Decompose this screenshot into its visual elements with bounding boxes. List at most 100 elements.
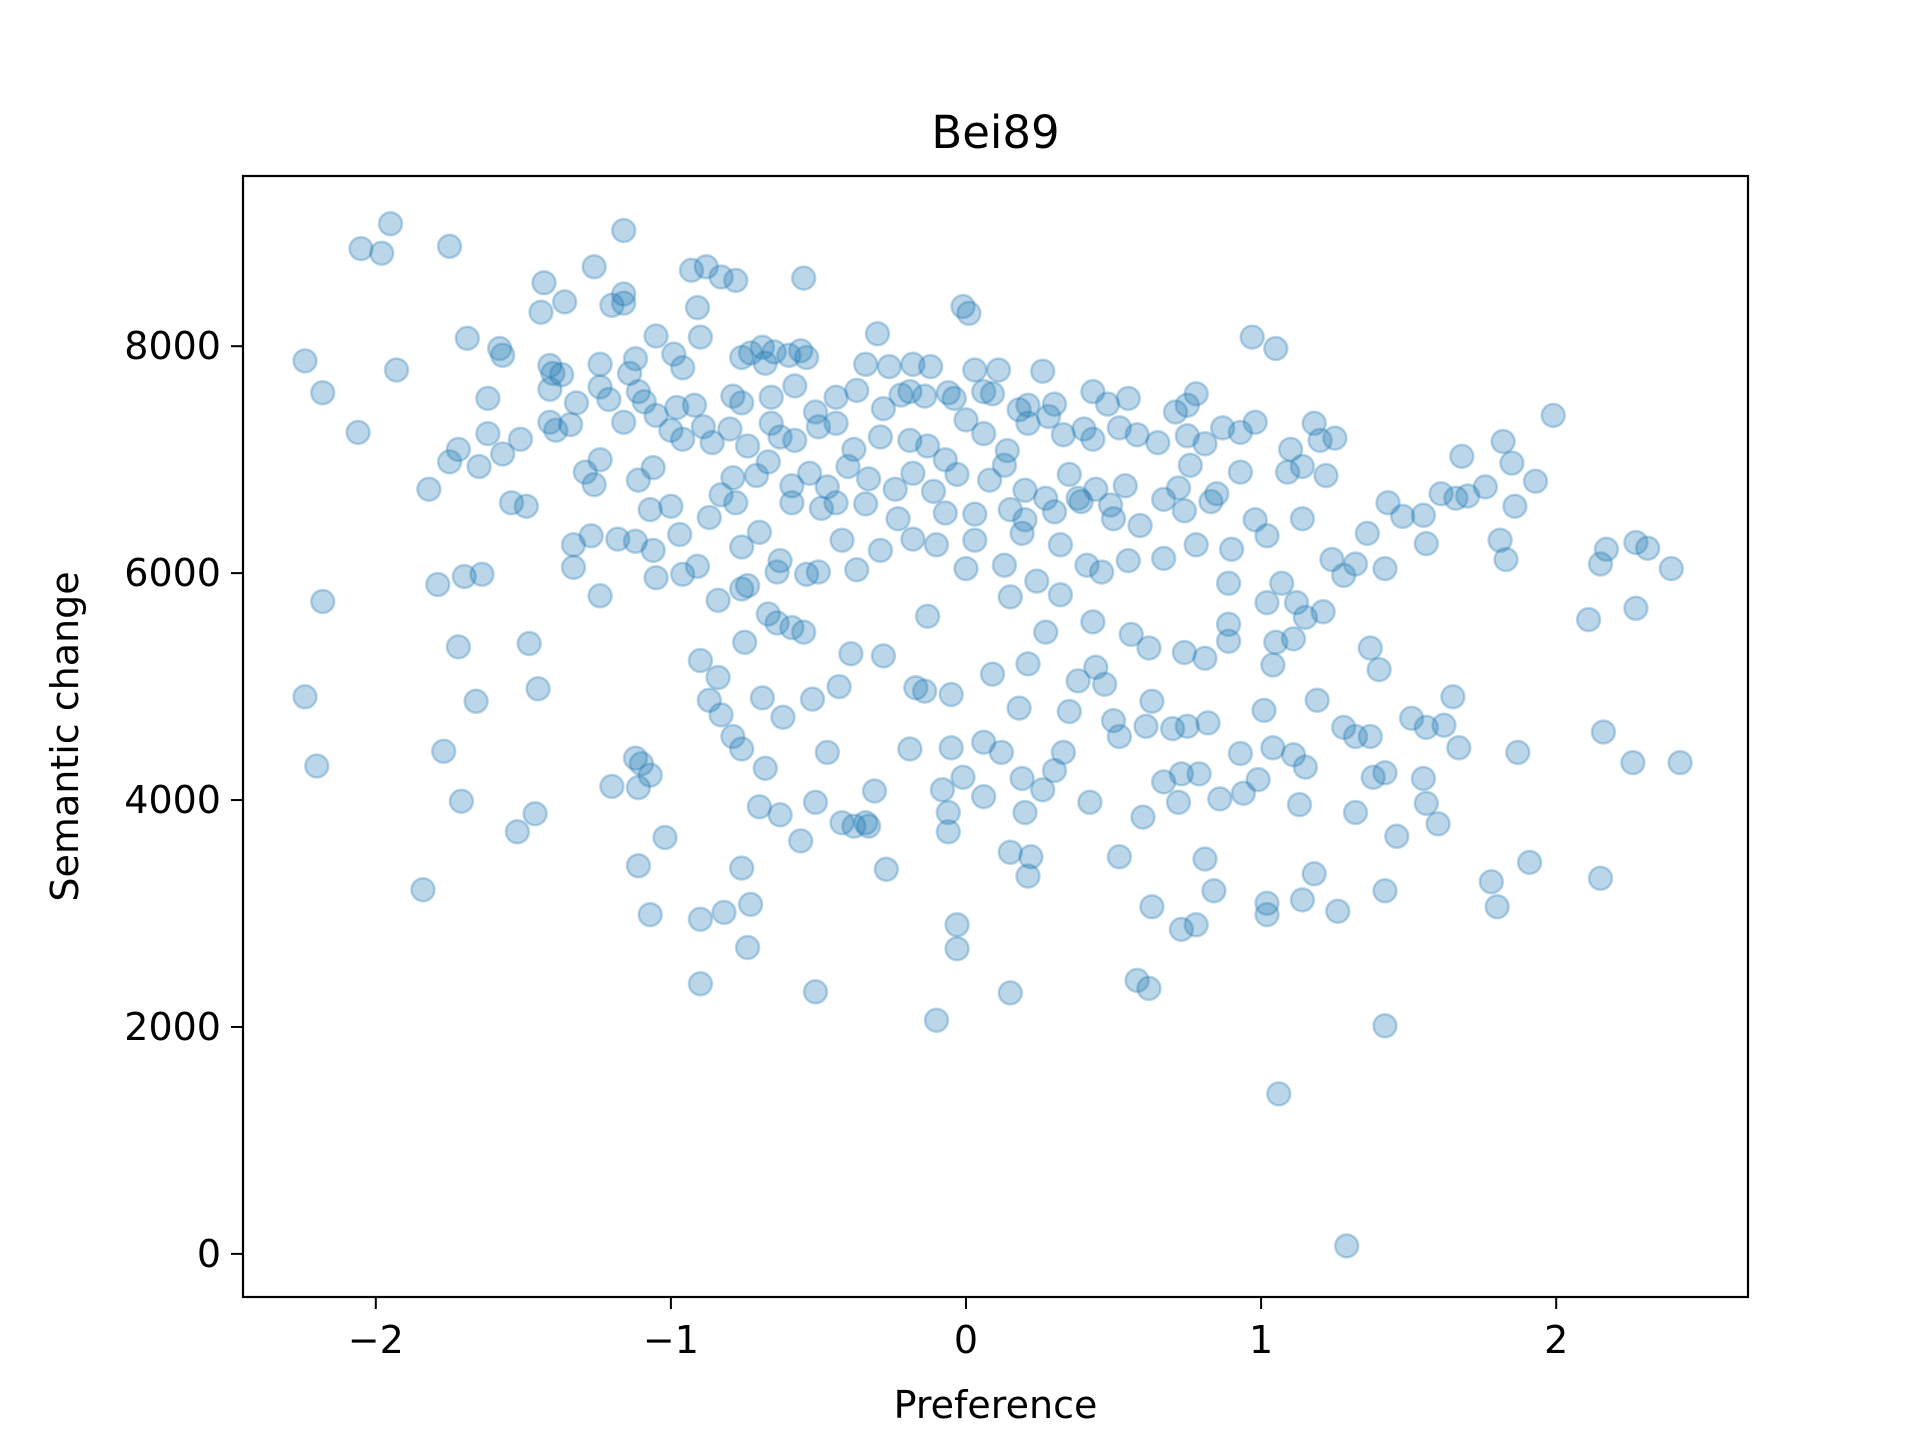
data-point [605, 526, 631, 552]
data-point [1289, 887, 1316, 913]
data-point [761, 339, 787, 365]
data-point [678, 257, 705, 283]
data-point [790, 619, 817, 645]
data-point [1032, 485, 1059, 511]
data-point [770, 704, 796, 730]
data-point [1593, 536, 1620, 563]
data-point [997, 584, 1024, 610]
data-point [1136, 975, 1162, 1002]
data-point [1168, 761, 1195, 787]
data-point [690, 414, 717, 440]
data-point [829, 809, 855, 836]
data-point [723, 490, 749, 516]
data-point [885, 505, 911, 532]
data-point [1192, 846, 1218, 872]
y-tick-label: 4000 [124, 778, 221, 822]
data-point [537, 409, 563, 435]
data-point [1658, 555, 1685, 582]
data-point [516, 630, 542, 657]
data-point [522, 800, 548, 827]
data-point [581, 471, 607, 498]
data-point [696, 504, 723, 531]
data-point [1083, 476, 1109, 502]
data-point [1357, 723, 1384, 750]
data-point [610, 281, 637, 307]
data-point [1139, 688, 1165, 715]
data-point [976, 467, 1003, 493]
data-point [935, 819, 962, 845]
data-point [1018, 844, 1044, 870]
data-point [578, 522, 604, 549]
data-point [1218, 536, 1245, 563]
data-point [1065, 668, 1091, 694]
data-point [852, 351, 879, 378]
data-point [805, 559, 832, 585]
data-point [1286, 791, 1313, 818]
data-point [956, 300, 982, 327]
data-point [664, 394, 690, 421]
data-point [764, 610, 790, 636]
data-point [1091, 671, 1118, 698]
data-point [1274, 459, 1301, 485]
data-point [1342, 799, 1369, 826]
data-point [758, 384, 784, 410]
data-point [823, 384, 849, 410]
data-point [823, 410, 849, 437]
data-point [1009, 520, 1035, 547]
data-point [587, 374, 613, 400]
data-point [749, 334, 776, 361]
data-point [1192, 645, 1218, 671]
data-point [548, 361, 575, 388]
data-point [1100, 707, 1127, 734]
data-point [669, 561, 696, 588]
data-point [610, 217, 637, 244]
data-point [944, 935, 970, 962]
data-point [1165, 789, 1192, 816]
data-point [304, 753, 330, 779]
data-point [1127, 512, 1153, 539]
data-point [599, 773, 625, 800]
data-point [1068, 488, 1094, 515]
data-point [1239, 324, 1265, 350]
data-point [1540, 402, 1566, 429]
data-point [1242, 507, 1268, 533]
data-point [1620, 749, 1646, 776]
data-point [1015, 863, 1041, 889]
data-point [988, 739, 1015, 766]
data-point [1280, 626, 1307, 652]
data-point [1254, 901, 1280, 928]
data-point [897, 736, 923, 762]
data-point [696, 687, 723, 713]
data-point [1150, 769, 1177, 795]
data-point [489, 342, 516, 369]
data-point [1133, 713, 1159, 740]
data-point [1283, 589, 1310, 616]
x-tick-label: 2 [1544, 1318, 1568, 1362]
data-point [309, 588, 336, 615]
data-point [970, 783, 997, 810]
data-point [1065, 485, 1091, 511]
chart-title: Bei89 [931, 106, 1059, 159]
data-point [997, 839, 1024, 865]
data-point [1029, 358, 1056, 384]
data-point [767, 802, 793, 828]
data-point [1136, 635, 1162, 661]
data-point [309, 379, 336, 406]
data-point [985, 357, 1012, 383]
data-point [1301, 410, 1327, 437]
data-point [1012, 799, 1038, 826]
data-point [1413, 530, 1440, 557]
data-point [581, 254, 607, 280]
data-point [755, 449, 782, 475]
data-point [1251, 697, 1277, 724]
data-point [1516, 849, 1543, 876]
data-point [731, 629, 758, 656]
data-point [873, 856, 900, 883]
data-point [1292, 604, 1319, 631]
data-point [779, 473, 805, 499]
data-point [1307, 427, 1333, 454]
data-point [841, 436, 867, 463]
data-point [932, 500, 959, 526]
data-point [734, 934, 761, 961]
